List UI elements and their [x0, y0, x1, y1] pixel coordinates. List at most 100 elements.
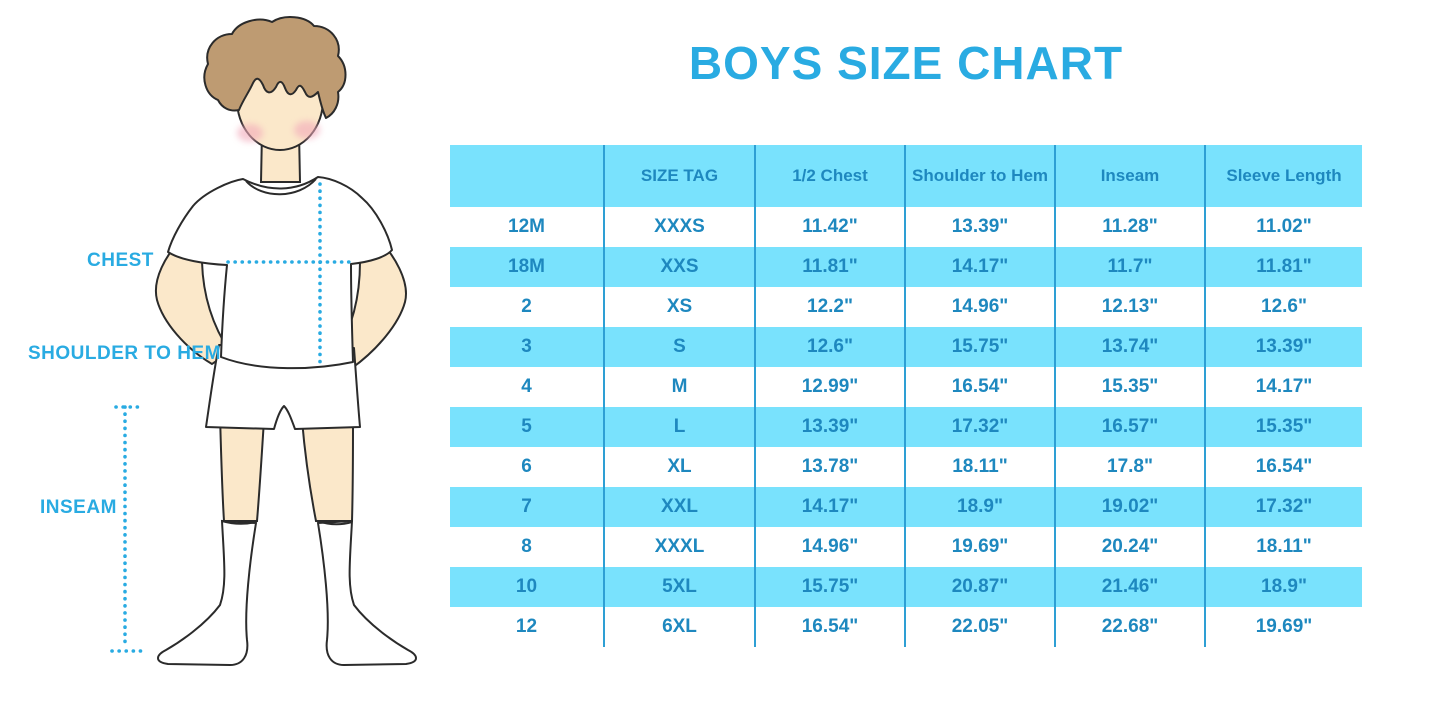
left-sock-top-line: [221, 520, 257, 525]
table-row: 6 XL 13.78" 18.11" 17.8" 16.54": [450, 447, 1362, 487]
table-cell: XL: [603, 447, 755, 487]
table-cell: 13.78": [754, 447, 905, 487]
hair-shape: [203, 16, 347, 119]
right-arm-shape: [334, 233, 407, 370]
table-row: 12M XXXS 11.42" 13.39" 11.28" 11.02": [450, 207, 1362, 247]
row-size-label: 3: [450, 327, 604, 367]
table-cell: 20.87": [904, 567, 1055, 607]
table-cell: XXL: [603, 487, 755, 527]
table-cell: M: [603, 367, 755, 407]
table-row: 5 L 13.39" 17.32" 16.57" 15.35": [450, 407, 1362, 447]
table-cell: 17.32": [904, 407, 1055, 447]
table-cell: 15.35": [1204, 407, 1362, 447]
row-size-label: 8: [450, 527, 604, 567]
table-cell: 20.24": [1054, 527, 1205, 567]
table-cell: 13.39": [904, 207, 1055, 247]
table-cell: 11.7": [1054, 247, 1205, 287]
table-cell: 19.02": [1054, 487, 1205, 527]
chest-measure-label: CHEST: [87, 250, 154, 271]
row-size-label: 4: [450, 367, 604, 407]
table-cell: 16.54": [1204, 447, 1362, 487]
table-header-row: SIZE TAG 1/2 Chest Shoulder to Hem Inseam Sl…: [450, 145, 1362, 207]
table-cell: 11.81": [1204, 247, 1362, 287]
table-cell: 6XL: [603, 607, 755, 647]
table-cell: 16.54": [904, 367, 1055, 407]
table-header: SIZE TAG 1/2 Chest Shoulder to Hem Inseam Sl…: [450, 145, 1362, 207]
table-cell: 15.35": [1054, 367, 1205, 407]
table-row: 12 6XL 16.54" 22.05" 22.68" 19.69": [450, 607, 1362, 647]
row-size-label: 12: [450, 607, 604, 647]
table-cell: 5XL: [603, 567, 755, 607]
table-cell: 22.05": [904, 607, 1055, 647]
row-size-label: 10: [450, 567, 604, 607]
row-size-label: 18M: [450, 247, 604, 287]
collar-line: [245, 178, 317, 196]
right-leg-shape: [300, 418, 355, 522]
right-cheek-blush: [294, 121, 320, 139]
table-body: 12M XXXS 11.42" 13.39" 11.28" 11.02" 18M XXS 11.…: [450, 207, 1362, 647]
table-cell: 13.74": [1054, 327, 1205, 367]
table-cell: 11.42": [754, 207, 905, 247]
table-cell: 18.11": [904, 447, 1055, 487]
table-cell: 14.17": [754, 487, 905, 527]
table-row: 3 S 12.6" 15.75" 13.74" 13.39": [450, 327, 1362, 367]
table-cell: 12.99": [754, 367, 905, 407]
row-size-label: 5: [450, 407, 604, 447]
table-row: 4 M 12.99" 16.54" 15.35" 14.17": [450, 367, 1362, 407]
table-row: 7 XXL 14.17" 18.9" 19.02" 17.32": [450, 487, 1362, 527]
table-cell: 17.32": [1204, 487, 1362, 527]
row-size-label: 2: [450, 287, 604, 327]
table-cell: 11.28": [1054, 207, 1205, 247]
inseam-measure-label: INSEAM: [40, 497, 117, 518]
table-cell: S: [603, 327, 755, 367]
table-cell: 13.39": [1204, 327, 1362, 367]
table-cell: 14.17": [904, 247, 1055, 287]
row-size-label: 6: [450, 447, 604, 487]
table-cell: 16.57": [1054, 407, 1205, 447]
size-table: SIZE TAG 1/2 Chest Shoulder to Hem Inseam Sl…: [450, 145, 1362, 647]
column-header: Inseam: [1054, 145, 1205, 207]
column-header: Sleeve Length: [1204, 145, 1362, 207]
left-leg-shape: [218, 413, 266, 522]
table-row: 10 5XL 15.75" 20.87" 21.46" 18.9": [450, 567, 1362, 607]
column-header: 1/2 Chest: [754, 145, 905, 207]
boy-illustration: [110, 16, 417, 667]
table-cell: 14.17": [1204, 367, 1362, 407]
table-cell: 16.54": [754, 607, 905, 647]
table-cell: 11.02": [1204, 207, 1362, 247]
table-cell: L: [603, 407, 755, 447]
row-size-label: 7: [450, 487, 604, 527]
column-header: SIZE TAG: [603, 145, 755, 207]
table-cell: 18.9": [1204, 567, 1362, 607]
table-cell: 15.75": [754, 567, 905, 607]
column-header: Shoulder to Hem: [904, 145, 1055, 207]
table-cell: 18.9": [904, 487, 1055, 527]
table-cell: 19.69": [1204, 607, 1362, 647]
table-row: 18M XXS 11.81" 14.17" 11.7" 11.81": [450, 247, 1362, 287]
table-cell: XS: [603, 287, 755, 327]
table-cell: 14.96": [754, 527, 905, 567]
left-sock-shape: [157, 519, 258, 667]
table-cell: 21.46": [1054, 567, 1205, 607]
left-cheek-blush: [237, 124, 263, 142]
page-title: BOYS SIZE CHART: [688, 37, 1124, 89]
table-row: 8 XXXL 14.96" 19.69" 20.24" 18.11": [450, 527, 1362, 567]
shoulder-to-hem-measure-label: SHOULDER TO HEM: [28, 343, 221, 364]
table-cell: 12.13": [1054, 287, 1205, 327]
table-cell: 11.81": [754, 247, 905, 287]
table-cell: 19.69": [904, 527, 1055, 567]
table-cell: 22.68": [1054, 607, 1205, 647]
left-arm-shape: [154, 233, 232, 366]
table-cell: 17.8": [1054, 447, 1205, 487]
table-cell: XXXS: [603, 207, 755, 247]
table-cell: 15.75": [904, 327, 1055, 367]
column-header: [450, 145, 604, 207]
table-cell: 13.39": [754, 407, 905, 447]
row-size-label: 12M: [450, 207, 604, 247]
right-sock-shape: [316, 519, 417, 667]
table-cell: 12.6": [754, 327, 905, 367]
right-sock-top-line: [317, 520, 353, 526]
table-cell: 12.2": [754, 287, 905, 327]
table-cell: XXS: [603, 247, 755, 287]
